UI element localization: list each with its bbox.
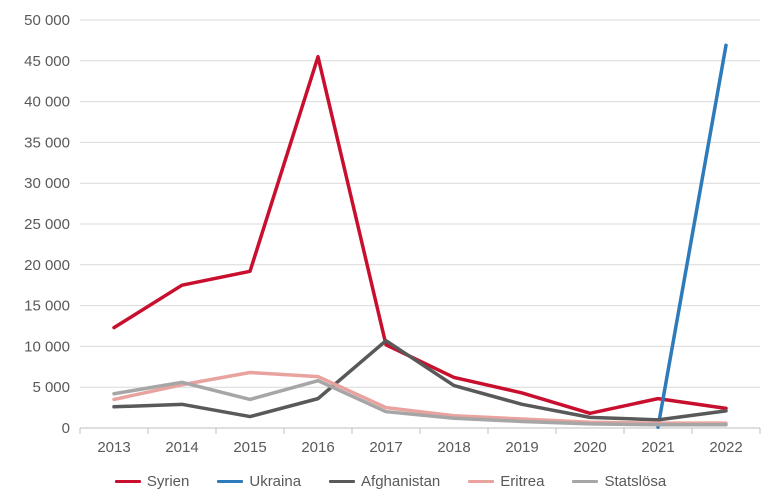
y-tick-label: 25 000 (24, 216, 70, 233)
legend-swatch (468, 480, 494, 484)
line-chart: 0 5 000 10 000 15 000 20 000 25 000 30 000 35 0… (0, 0, 781, 502)
x-tick-label: 2014 (165, 439, 198, 456)
x-tick-label: 2019 (505, 439, 538, 456)
y-tick-label: 5 000 (32, 379, 70, 396)
series-ukraina (658, 45, 726, 427)
legend-swatch (115, 480, 141, 484)
x-tick-label: 2015 (233, 439, 266, 456)
legend-item-statslösa: Statslösa (572, 473, 666, 490)
y-tick-label: 0 (62, 420, 70, 437)
x-tick-label: 2022 (709, 439, 742, 456)
legend-item-syrien: Syrien (115, 473, 190, 490)
y-tick-label: 15 000 (24, 298, 70, 315)
x-tick-label: 2016 (301, 439, 334, 456)
y-tick-label: 40 000 (24, 94, 70, 111)
legend-swatch (329, 480, 355, 484)
x-tick-label: 2013 (97, 439, 130, 456)
x-tick-label: 2017 (369, 439, 402, 456)
legend-label: Eritrea (500, 473, 544, 490)
legend-swatch (217, 480, 243, 484)
legend-label: Statslösa (604, 473, 666, 490)
x-tick-label: 2020 (573, 439, 606, 456)
legend-label: Ukraina (249, 473, 301, 490)
y-tick-label: 45 000 (24, 53, 70, 70)
y-tick-label: 30 000 (24, 175, 70, 192)
series-syrien (114, 57, 726, 414)
x-tick-label: 2021 (641, 439, 674, 456)
y-tick-label: 35 000 (24, 134, 70, 151)
chart-svg: 0 5 000 10 000 15 000 20 000 25 000 30 000 35 0… (0, 0, 781, 502)
legend-item-eritrea: Eritrea (468, 473, 544, 490)
chart-legend: Syrien Ukraina Afghanistan Eritrea Statslösa (0, 473, 781, 490)
legend-swatch (572, 480, 598, 484)
y-tick-label: 20 000 (24, 257, 70, 274)
legend-item-ukraina: Ukraina (217, 473, 301, 490)
y-tick-label: 10 000 (24, 338, 70, 355)
legend-label: Afghanistan (361, 473, 440, 490)
legend-item-afghanistan: Afghanistan (329, 473, 440, 490)
x-tick-label: 2018 (437, 439, 470, 456)
legend-label: Syrien (147, 473, 190, 490)
y-tick-label: 50 000 (24, 12, 70, 29)
